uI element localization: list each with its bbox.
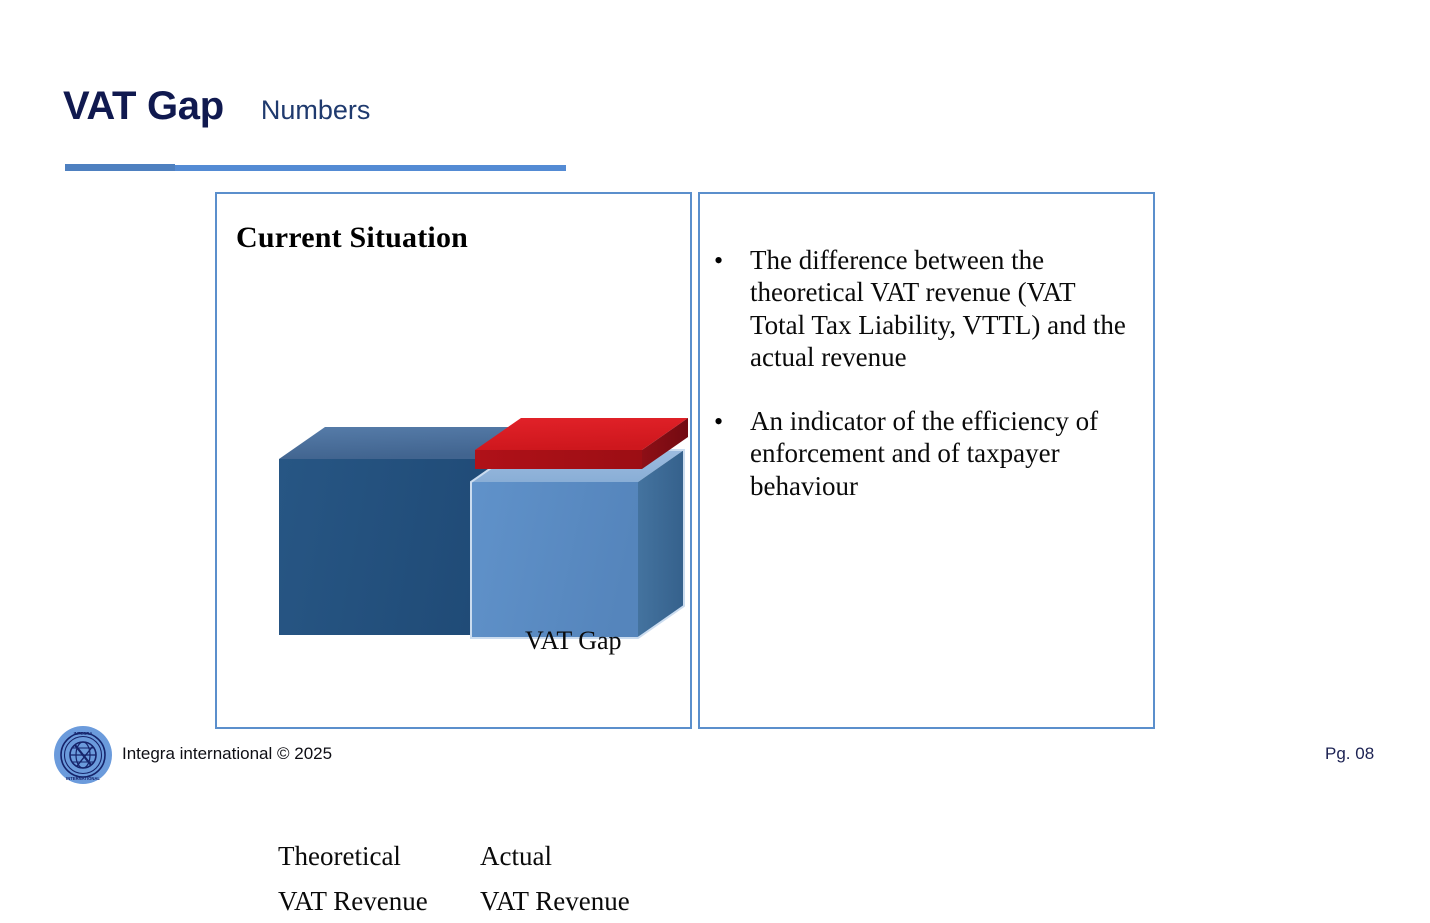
bullet-text: The difference between the theoretical V… <box>750 245 1126 373</box>
chart-label-theoretical-line1: Theoretical <box>278 841 401 871</box>
page-subtitle: Numbers <box>260 95 371 125</box>
chart-label-actual: Actual VAT Revenue <box>480 834 630 923</box>
bullet-list: • The difference between the theoretical… <box>700 194 1157 731</box>
vat-gap-description-panel: • The difference between the theoretical… <box>698 192 1155 729</box>
footer-copyright: Integra international © 2025 <box>122 744 333 763</box>
chart-label-theoretical-line2: VAT Revenue <box>278 885 428 916</box>
bullet-text: An indicator of the efficiency of enforc… <box>750 406 1099 501</box>
bullet-point-icon: • <box>714 246 724 275</box>
chart-annotation-vat-gap: VAT Gap <box>525 626 622 655</box>
title-rule-segment-right <box>175 165 566 171</box>
list-item: • The difference between the theoretical… <box>712 244 1142 374</box>
svg-text:INTERNATIONAL: INTERNATIONAL <box>66 776 100 781</box>
list-item: • An indicator of the efficiency of enfo… <box>712 405 1142 502</box>
slide-header: VAT Gap Numbers <box>63 84 370 129</box>
title-rule-segment-left <box>65 164 175 171</box>
chart-label-actual-line2: VAT Revenue <box>480 885 630 916</box>
current-situation-panel: Current Situation <box>215 192 694 916</box>
chart-label-actual-line1: Actual <box>480 841 552 871</box>
title-underline-rule <box>65 164 566 171</box>
bullet-point-icon: • <box>714 407 724 436</box>
page-number: Pg. 08 <box>1325 744 1375 763</box>
chart-label-theoretical: Theoretical VAT Revenue <box>278 834 428 923</box>
svg-text:INTEGRA: INTEGRA <box>74 731 93 736</box>
page-title: VAT Gap <box>63 84 224 128</box>
integra-seal-logo-icon: INTEGRA INTERNATIONAL <box>53 725 113 785</box>
panel-heading: Current Situation <box>236 221 469 254</box>
vat-gap-bar-chart: VAT Gap Theoretical VAT Revenue Actual V… <box>217 194 694 916</box>
